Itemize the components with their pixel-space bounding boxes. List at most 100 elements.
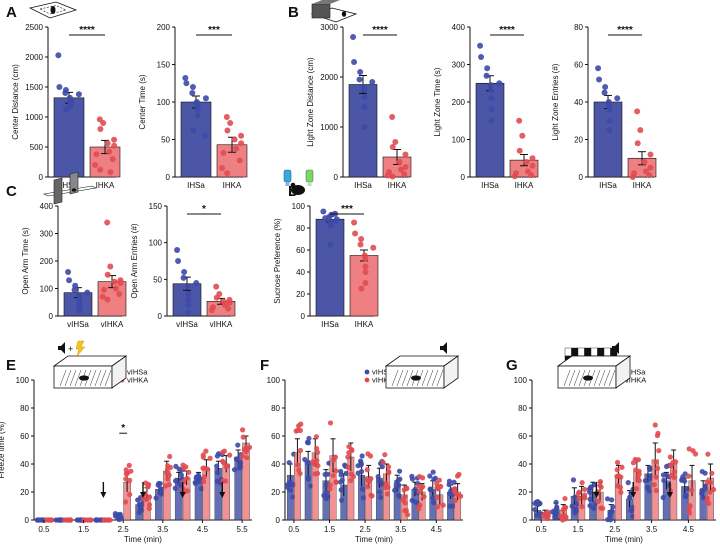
grid-bar xyxy=(69,369,77,387)
x-tick-label: 3.5 xyxy=(395,525,407,534)
x-tick-label: 0.5 xyxy=(536,525,548,534)
data-point xyxy=(362,255,369,262)
y-tick-label: 1000 xyxy=(25,113,43,122)
data-point xyxy=(101,286,108,293)
checker-tile xyxy=(590,347,598,357)
chamber-side xyxy=(615,355,631,389)
data-point xyxy=(688,487,695,493)
data-point xyxy=(36,517,43,523)
data-point xyxy=(364,467,370,473)
data-point xyxy=(184,475,190,481)
data-point xyxy=(707,489,713,495)
legend-label: vIHSa xyxy=(372,368,393,377)
x-tick-label: IHKA xyxy=(515,181,534,190)
closed-arm-wall xyxy=(69,171,79,195)
data-point xyxy=(172,478,179,484)
mouse-shape xyxy=(341,11,347,17)
y-tick-label: 0 xyxy=(276,516,281,525)
data-point xyxy=(529,162,536,169)
data-point xyxy=(112,285,119,292)
data-point xyxy=(619,464,625,470)
data-point xyxy=(523,159,530,165)
plus-sign: + xyxy=(68,344,73,354)
data-point xyxy=(409,476,416,482)
data-point xyxy=(618,474,624,480)
x-tick-label: IHKA xyxy=(96,181,115,190)
data-point xyxy=(305,476,311,482)
data-point xyxy=(46,517,52,523)
data-point xyxy=(204,466,211,472)
data-point xyxy=(456,471,462,477)
data-point xyxy=(290,494,296,500)
data-point xyxy=(671,469,678,475)
open-field-icon xyxy=(28,1,78,19)
data-point xyxy=(361,104,368,110)
data-point xyxy=(598,484,604,490)
data-point xyxy=(595,498,601,505)
data-point xyxy=(430,495,436,501)
data-point xyxy=(478,54,485,60)
data-point xyxy=(338,468,344,475)
data-point xyxy=(563,514,569,520)
x-tick-label: vIHSa xyxy=(67,320,89,329)
y-axis-label: Center Distance (cm) xyxy=(11,64,20,140)
data-point xyxy=(553,499,559,505)
data-point xyxy=(386,469,392,475)
water-bottle xyxy=(283,169,292,183)
data-point xyxy=(74,517,80,523)
y-tick-label: 40 xyxy=(20,460,29,469)
data-point xyxy=(370,244,377,251)
data-point xyxy=(306,435,312,442)
x-tick-label: 1.5 xyxy=(78,525,90,534)
data-point xyxy=(345,454,351,460)
significance-stars: * xyxy=(121,423,125,434)
data-point xyxy=(384,172,391,179)
y-tick-label: 20 xyxy=(574,136,583,145)
x-tick-label: 1.5 xyxy=(324,525,336,534)
x-tick-label: IHSa xyxy=(60,181,78,190)
data-point xyxy=(686,510,693,516)
data-point xyxy=(610,504,616,510)
data-point xyxy=(351,59,358,65)
data-point xyxy=(646,172,653,179)
data-point xyxy=(143,480,149,486)
data-point xyxy=(67,517,73,523)
elevated-plus-maze-icon xyxy=(43,171,97,205)
x-axis-label: Time (min) xyxy=(605,535,643,544)
x-tick-label: IHKA xyxy=(223,181,242,190)
data-point xyxy=(208,307,215,314)
y-axis-label: Sucrose Preference (%) xyxy=(273,218,282,304)
data-point xyxy=(55,52,62,59)
data-point xyxy=(582,486,588,493)
legend-marker xyxy=(364,377,370,383)
data-point xyxy=(338,487,344,493)
data-point xyxy=(614,459,621,466)
data-point xyxy=(382,484,388,491)
data-point xyxy=(671,474,677,481)
data-point xyxy=(107,263,114,270)
y-tick-label: 0 xyxy=(523,516,528,525)
x-tick-label: 0.5 xyxy=(38,525,50,534)
y-tick-label: 1500 xyxy=(25,83,43,92)
data-point xyxy=(214,463,220,469)
data-point xyxy=(246,444,253,450)
data-point xyxy=(189,84,196,90)
data-point xyxy=(625,479,631,486)
y-tick-label: 80 xyxy=(574,23,583,32)
data-point xyxy=(376,489,383,495)
data-point xyxy=(111,136,118,143)
data-point xyxy=(397,166,404,173)
y-tick-label: 100 xyxy=(16,376,30,385)
data-point xyxy=(97,166,104,173)
data-point xyxy=(655,430,661,436)
data-point xyxy=(417,502,423,508)
data-point xyxy=(591,505,597,512)
data-point xyxy=(122,499,129,505)
data-point xyxy=(588,484,594,491)
data-point xyxy=(362,269,369,275)
data-point xyxy=(394,484,400,490)
y-tick-label: 80 xyxy=(271,404,280,413)
y-tick-label: 40 xyxy=(296,268,305,277)
panel-label: E xyxy=(6,357,16,374)
x-tick-label: 2.5 xyxy=(118,525,130,534)
